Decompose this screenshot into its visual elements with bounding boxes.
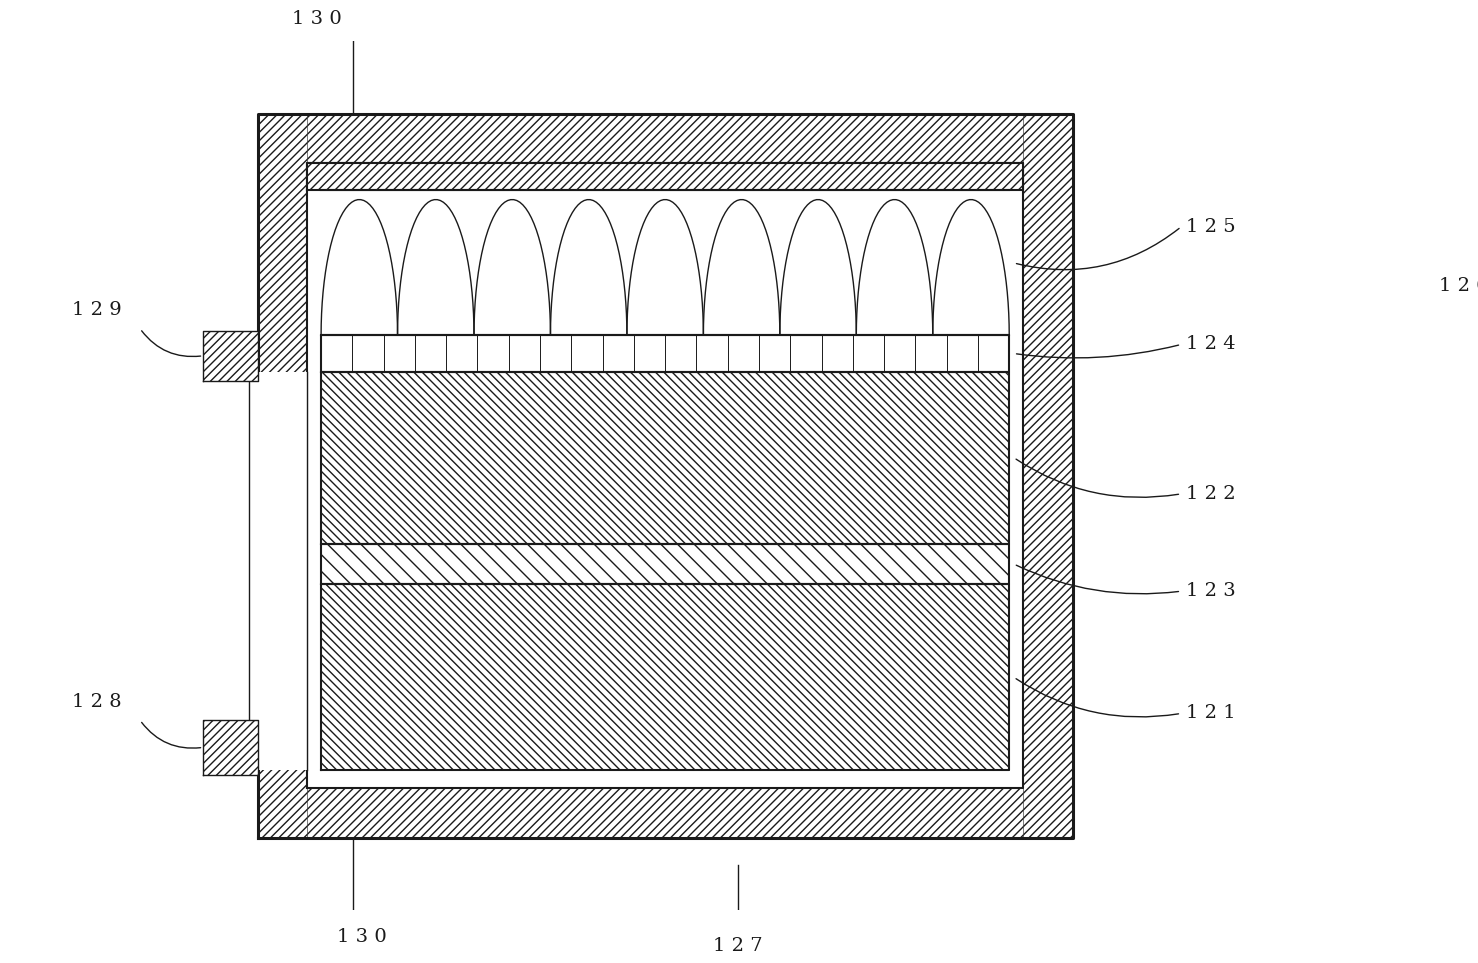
- Text: 1 2 4: 1 2 4: [1185, 335, 1236, 353]
- Polygon shape: [321, 372, 1009, 544]
- Polygon shape: [257, 114, 1073, 164]
- Text: 1 2 7: 1 2 7: [712, 938, 763, 955]
- Polygon shape: [257, 788, 1073, 838]
- Text: 1 2 2: 1 2 2: [1185, 484, 1236, 503]
- Polygon shape: [1023, 114, 1073, 838]
- Text: 1 2 1: 1 2 1: [1185, 704, 1236, 722]
- Polygon shape: [204, 720, 257, 774]
- Text: 1 3 0: 1 3 0: [337, 928, 387, 947]
- Text: 1 2 6: 1 2 6: [1440, 276, 1478, 295]
- Polygon shape: [321, 585, 1009, 770]
- Polygon shape: [307, 164, 1023, 788]
- Text: 1 2 8: 1 2 8: [72, 693, 121, 711]
- Polygon shape: [204, 331, 257, 380]
- Polygon shape: [248, 372, 307, 770]
- Text: 1 2 5: 1 2 5: [1185, 218, 1236, 236]
- Polygon shape: [321, 544, 1009, 585]
- Polygon shape: [257, 114, 307, 838]
- Text: 1 2 3: 1 2 3: [1185, 583, 1236, 600]
- Polygon shape: [321, 335, 1009, 372]
- Polygon shape: [307, 164, 1023, 191]
- Polygon shape: [321, 191, 1009, 335]
- Text: 1 2 9: 1 2 9: [72, 301, 121, 320]
- Text: 1 3 0: 1 3 0: [291, 10, 341, 28]
